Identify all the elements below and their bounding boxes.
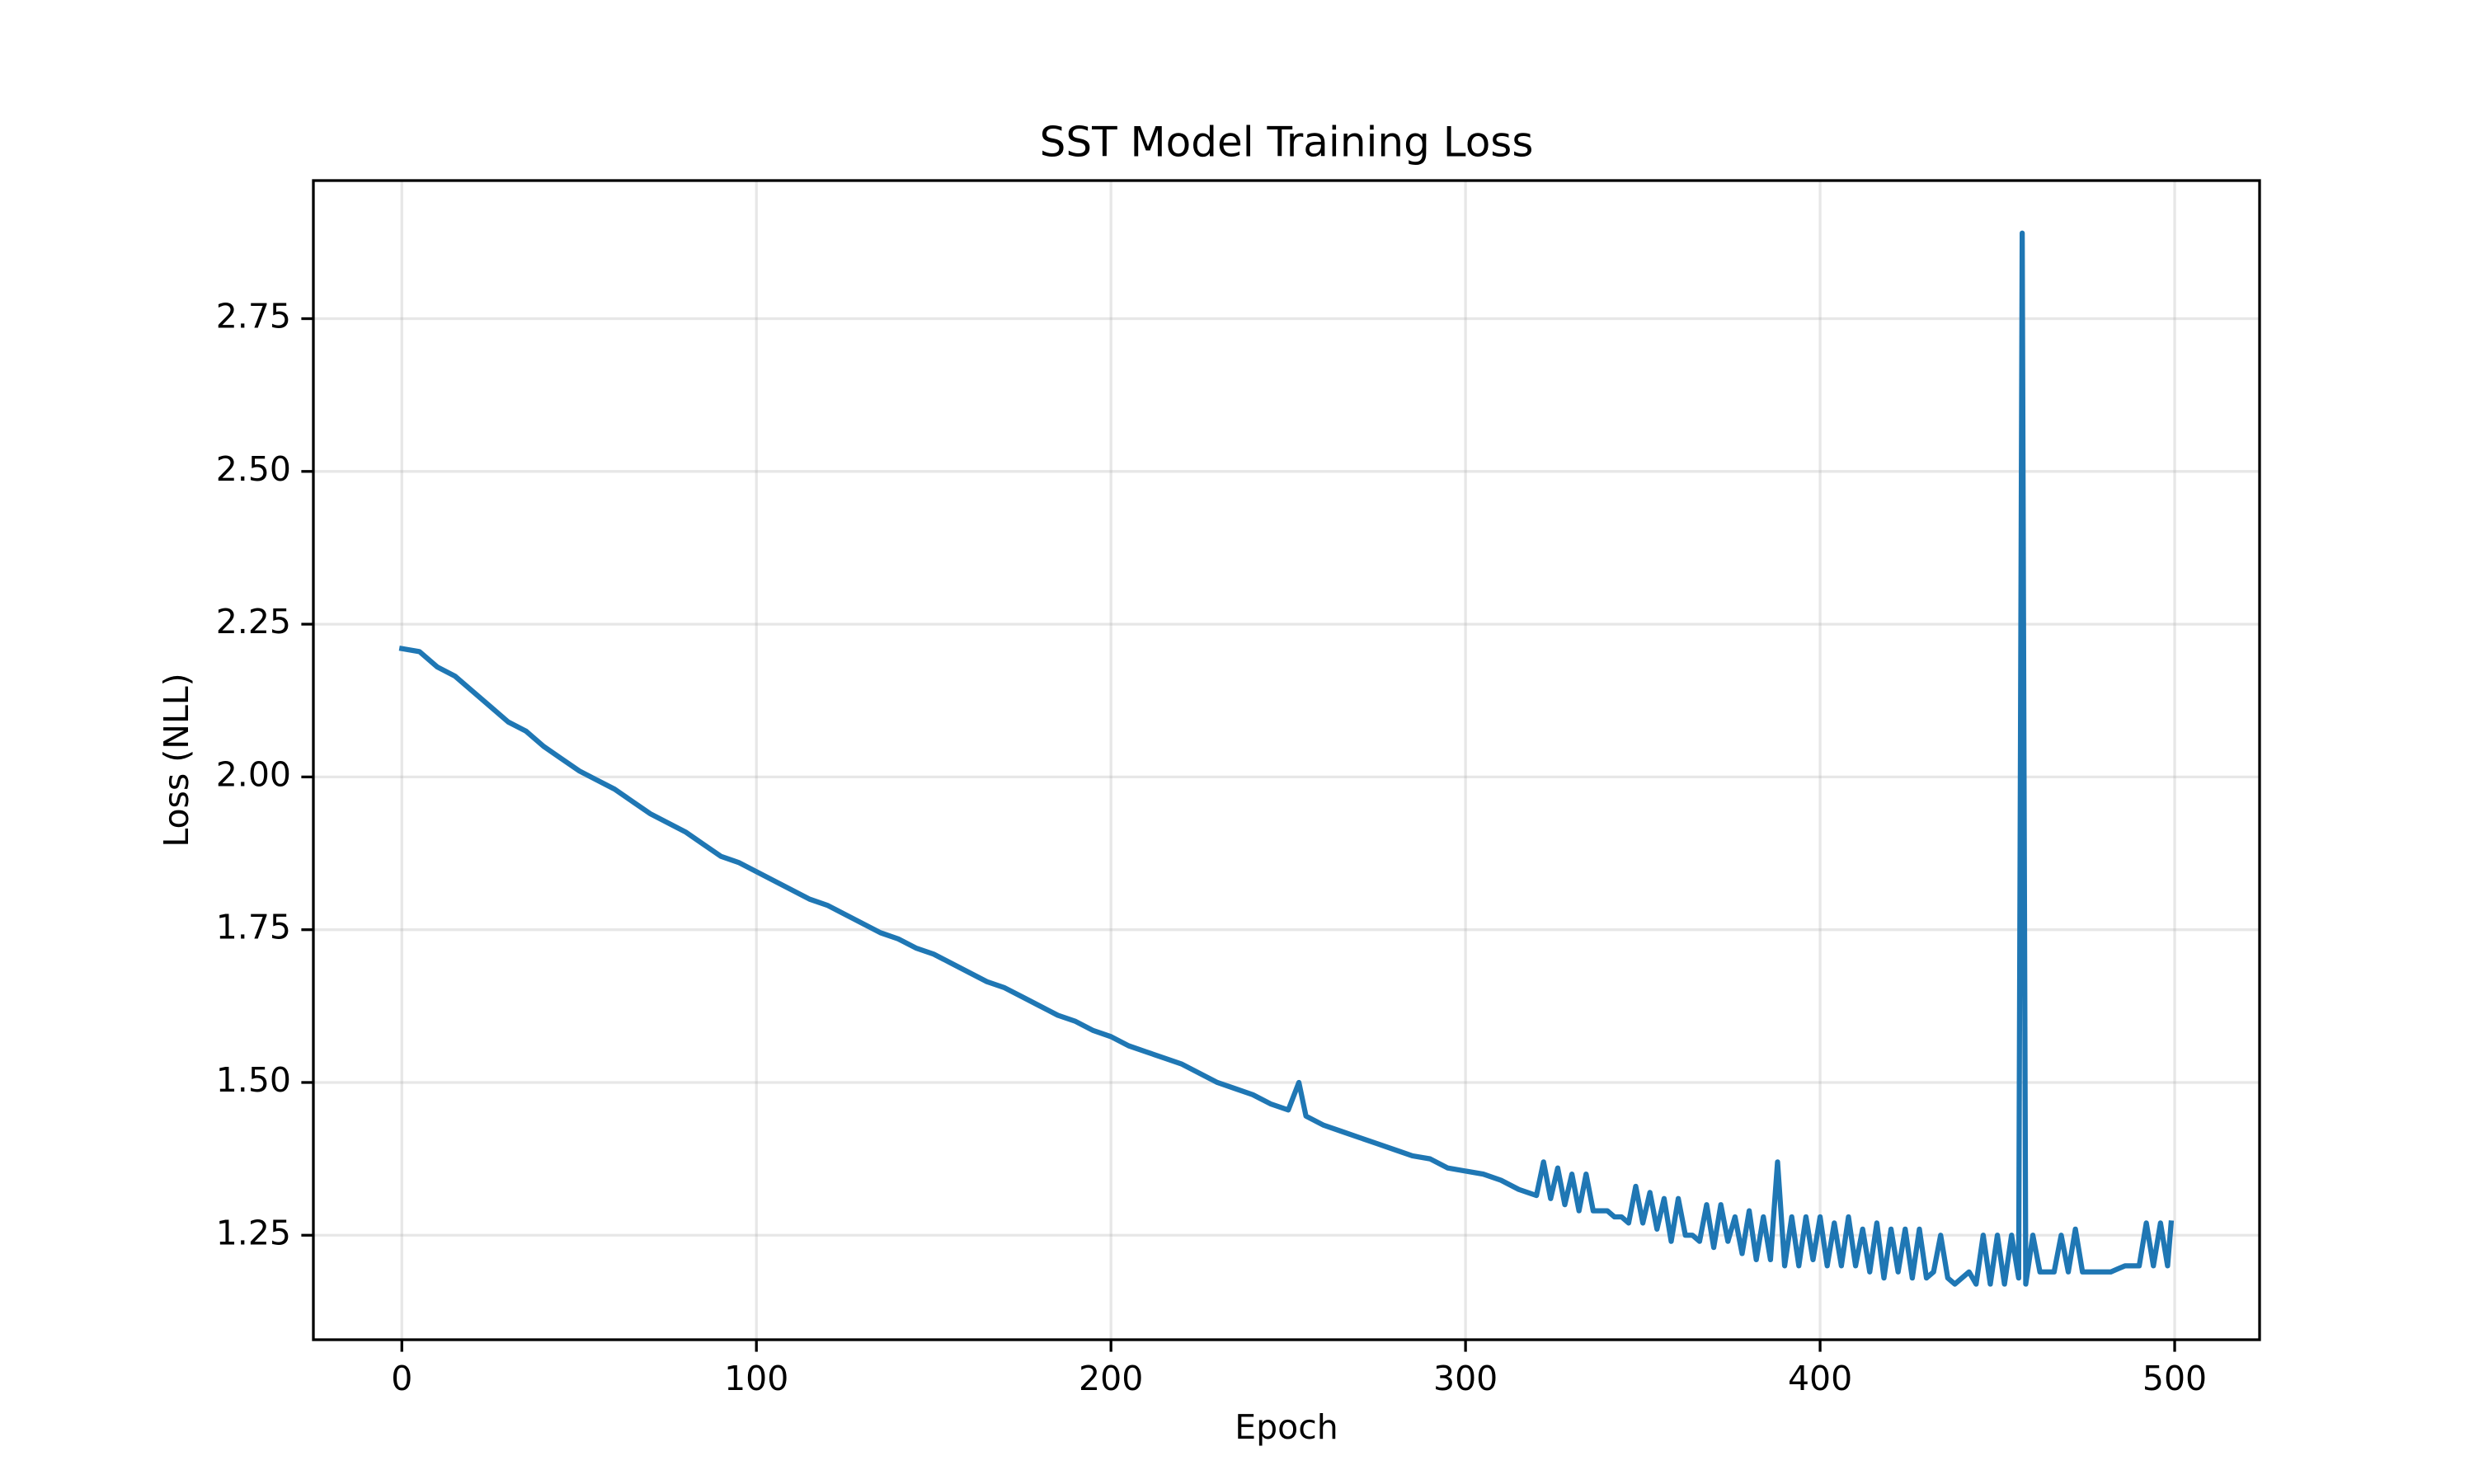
loss-line [398,230,2175,1287]
y-tick-label: 2.75 [216,297,291,336]
y-axis-label: Loss (NLL) [157,673,196,847]
x-axis-label: Epoch [1235,1407,1338,1447]
y-tick-label: 1.25 [216,1213,291,1252]
x-tick-label: 0 [391,1359,412,1398]
plot-frame [312,179,2261,1341]
x-tick-label: 400 [1788,1359,1852,1398]
y-tick-label: 2.50 [216,449,291,489]
x-tick-label: 100 [724,1359,788,1398]
y-tick-label: 2.25 [216,602,291,641]
y-tick-label: 1.50 [216,1060,291,1100]
chart-title: SST Model Training Loss [1040,119,1534,167]
x-tick-label: 500 [2142,1359,2207,1398]
y-tick-label: 2.00 [216,754,291,794]
y-tick-label: 1.75 [216,908,291,947]
x-tick-label: 200 [1079,1359,1143,1398]
x-tick-label: 300 [1433,1359,1498,1398]
